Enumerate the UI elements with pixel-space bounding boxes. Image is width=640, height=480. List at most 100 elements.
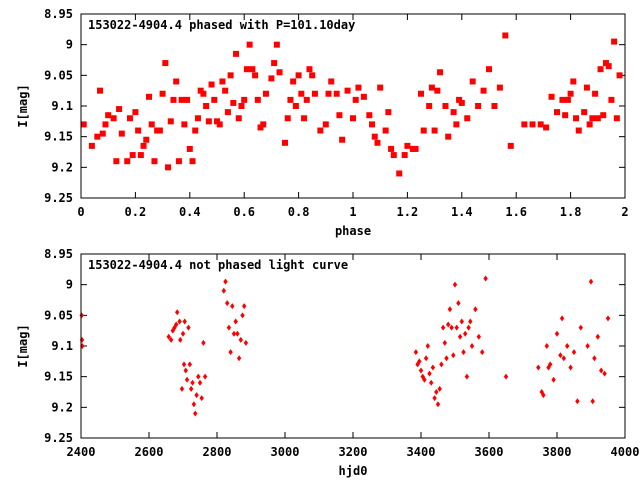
phased-plot-point: [254, 96, 261, 103]
phased-plot-xtick-label: 1.2: [397, 205, 419, 219]
unphased-plot-point: [233, 318, 238, 325]
unphased-plot-point: [182, 318, 187, 325]
phased-plot-point: [366, 112, 373, 119]
phased-plot-xtick-label: 0.2: [125, 205, 147, 219]
phased-plot-point: [317, 127, 324, 134]
phased-plot-point: [227, 72, 234, 79]
phased-plot-point: [581, 109, 588, 116]
phased-plot-point: [592, 90, 599, 97]
phased-plot-point: [611, 38, 618, 45]
phased-plot-point: [434, 87, 441, 94]
unphased-plot-xtick-label: 3200: [339, 445, 368, 459]
phased-plot-point: [162, 60, 169, 67]
unphased-plot-point: [605, 315, 611, 322]
phased-plot-ytick-label: 9.05: [44, 68, 73, 82]
phased-plot-point: [156, 127, 163, 134]
unphased-plot-point: [539, 389, 544, 395]
phased-plot-frame: [80, 13, 626, 199]
phased-plot-point: [350, 115, 356, 122]
unphased-plot-xlabel: hjd0: [339, 464, 368, 478]
phased-plot-title: 153022-4904.4 phased with P=101.10day: [88, 18, 355, 32]
phased-plot-point: [382, 127, 389, 134]
unphased-plot-point: [444, 355, 449, 362]
unphased-plot-point: [175, 309, 180, 316]
phased-plot-xtick-label: 1: [349, 205, 356, 219]
phased-plot-point: [273, 41, 280, 48]
phased-plot-point: [137, 152, 144, 159]
phased-plot-point: [594, 115, 601, 122]
unphased-plot-point: [548, 361, 553, 368]
phased-plot-point: [129, 152, 136, 159]
phased-plot-xtick-label: 0.4: [179, 205, 201, 219]
phased-plot-point: [80, 121, 87, 128]
phased-plot-point: [241, 96, 248, 103]
phased-plot-point: [388, 145, 395, 152]
phased-plot-point: [355, 84, 362, 91]
unphased-plot-point: [452, 281, 458, 288]
unphased-plot-point: [551, 376, 556, 383]
phased-plot-point: [146, 93, 152, 100]
phased-plot-point: [118, 130, 125, 137]
phased-plot-point: [385, 109, 392, 116]
phased-plot-point: [586, 121, 593, 128]
phased-plot-point: [249, 66, 256, 73]
phased-plot-point: [537, 121, 544, 128]
unphased-plot-point: [568, 364, 573, 371]
unphased-plot-ticks: 2400 2600 2800 3000 3200 3400 3600 3800 4000 8.95…: [44, 247, 639, 459]
phased-plot-ylabel: I[mag]: [16, 84, 30, 127]
unphased-plot-point: [473, 306, 478, 313]
phased-plot-point: [502, 32, 509, 39]
phased-plot-point: [211, 96, 218, 103]
unphased-plot-point: [590, 398, 595, 405]
phased-plot-point: [486, 66, 492, 73]
phased-plot-point: [94, 133, 101, 140]
phased-plot-point: [303, 96, 310, 103]
unphased-plot-point: [432, 395, 437, 402]
phased-plot-point: [420, 127, 427, 134]
unphased-plot-point: [225, 300, 230, 307]
phased-plot-point: [175, 158, 182, 165]
unphased-plot-frame: [80, 253, 626, 439]
phased-plot-point: [589, 115, 596, 122]
phased-plot-point: [224, 109, 231, 116]
phased-plot-point: [260, 121, 267, 128]
unphased-plot-point: [223, 278, 228, 285]
phased-plot-point: [192, 127, 199, 134]
unphased-plot-ytick-label: 8.95: [44, 247, 73, 261]
phased-plot-point: [322, 121, 329, 128]
phased-plot-point: [469, 78, 476, 85]
phased-plot-point: [205, 118, 212, 125]
unphased-plot-point: [451, 352, 456, 359]
phased-plot-point: [369, 121, 376, 128]
unphased-plot-point: [595, 333, 600, 340]
unphased-plot-point: [236, 355, 242, 362]
phased-plot-point: [184, 96, 191, 103]
unphased-plot-point: [599, 367, 604, 374]
unphased-plot-point: [166, 333, 171, 340]
phased-plot-ytick-label: 9.25: [44, 191, 73, 205]
unphased-plot-point: [177, 318, 182, 325]
unphased-plot-xtick-label: 3600: [475, 445, 504, 459]
phased-plot-ytick-label: 9: [66, 38, 73, 52]
unphased-plot-point: [559, 315, 565, 322]
phased-plot-point: [570, 78, 577, 85]
phased-plot-point: [456, 96, 463, 103]
unphased-plot-point: [422, 376, 427, 383]
phased-plot-point: [181, 121, 188, 128]
phased-plot-point: [246, 41, 253, 48]
unphased-plot-ylabel: I[mag]: [16, 324, 30, 367]
unphased-plot-point: [602, 370, 607, 377]
phased-plot-point: [167, 118, 174, 125]
unphased-plot-point: [178, 336, 183, 343]
unphased-plot-point: [235, 330, 240, 337]
unphased-plot-point: [434, 389, 439, 395]
phased-plot-point: [116, 106, 123, 113]
unphased-plot-point: [184, 376, 190, 383]
unphased-plot-point: [425, 343, 430, 349]
phased-plot-point: [412, 145, 419, 152]
unphased-plot-point: [446, 321, 451, 328]
phased-plot-point: [173, 78, 180, 85]
unphased-plot-point: [201, 339, 206, 346]
phased-plot-point: [216, 121, 223, 128]
